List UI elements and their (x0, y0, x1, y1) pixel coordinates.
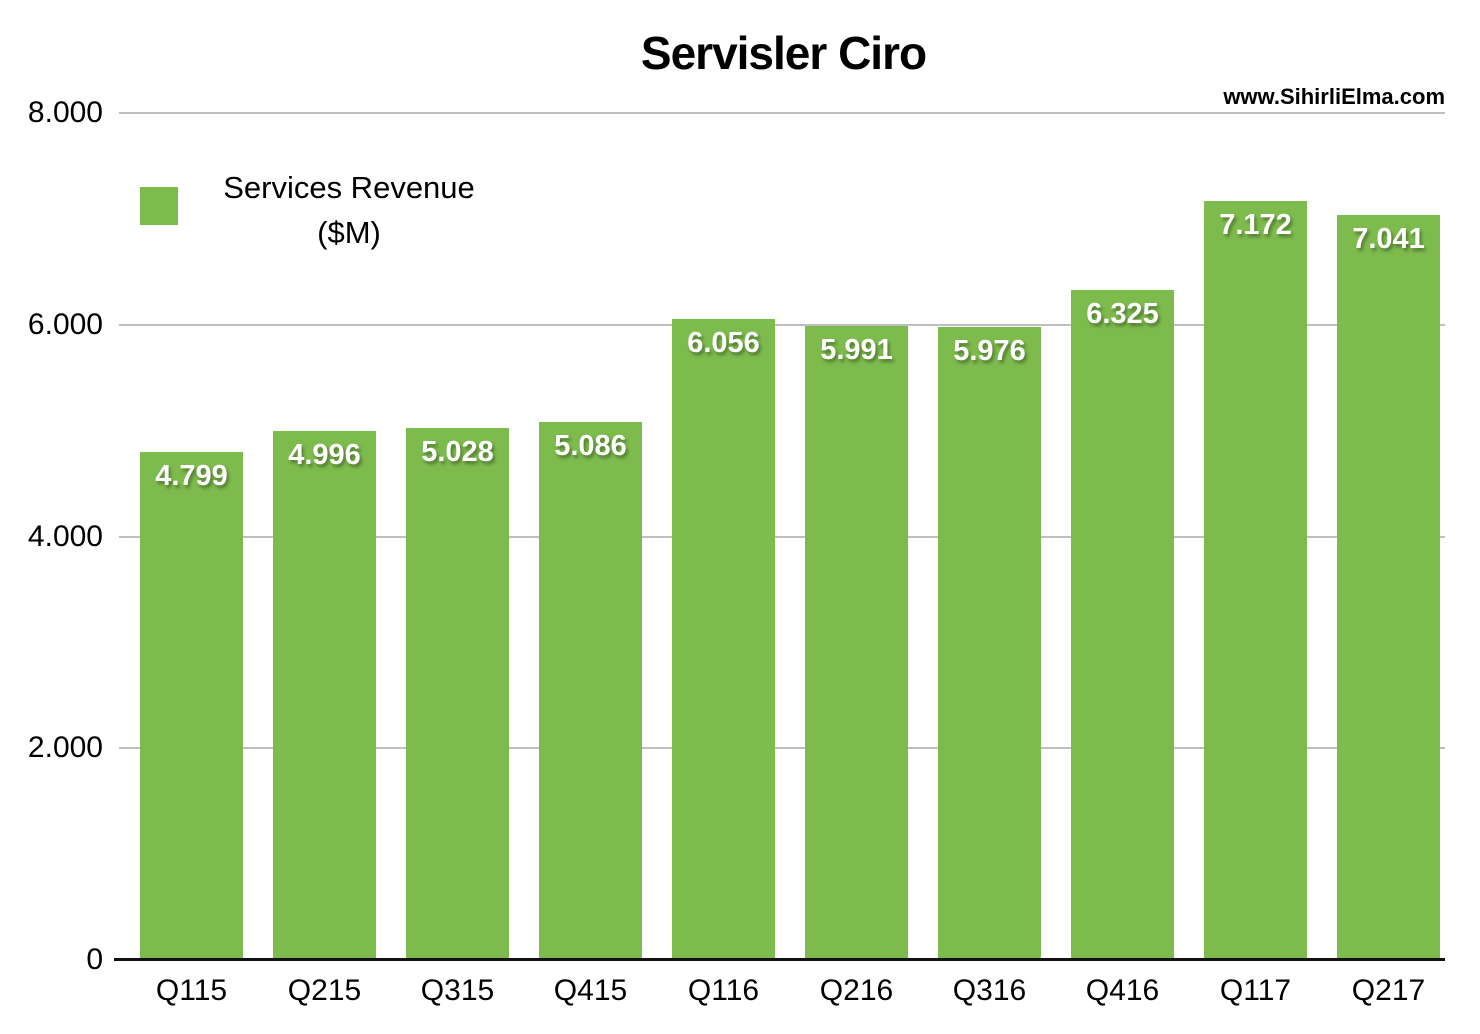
x-tick-label: Q217 (1351, 974, 1426, 1007)
bar-value-label: 4.799 (155, 459, 228, 492)
bar: 5.976 (938, 327, 1041, 960)
bar: 5.086 (539, 421, 642, 960)
legend-swatch-icon (140, 187, 178, 225)
bar: 4.996 (273, 431, 376, 960)
bar-value-label: 5.991 (820, 333, 893, 366)
bar: 7.041 (1337, 214, 1440, 960)
bar: 5.028 (406, 427, 509, 960)
x-tick-label: Q115 (155, 974, 228, 1007)
plot-area: 4.799 4.996 5.028 5.086 6.056 5.991 5.976 6.325… (114, 112, 1445, 961)
bar-value-label: 6.056 (687, 326, 760, 359)
x-tick-label: Q116 (687, 974, 760, 1007)
bar: 6.056 (672, 318, 775, 960)
legend-label: Services Revenue ($M) (203, 165, 495, 255)
y-tick-label: 0 (86, 943, 103, 976)
legend-label-line1: Services Revenue (223, 170, 475, 205)
x-tick-label: Q216 (819, 974, 894, 1007)
y-tick-label: 8.000 (27, 96, 103, 129)
bar-value-label: 4.996 (288, 439, 361, 472)
x-tick-label: Q315 (420, 974, 495, 1007)
bar-value-label: 5.976 (953, 335, 1026, 368)
bar-value-label: 7.041 (1352, 222, 1425, 255)
gridline (119, 747, 1445, 750)
y-tick-label: 6.000 (27, 307, 103, 341)
x-tick-label: Q117 (1219, 974, 1292, 1007)
bar-value-label: 7.172 (1219, 208, 1292, 241)
bar: 7.172 (1204, 200, 1307, 960)
bar: 5.991 (805, 325, 908, 960)
bar: 6.325 (1071, 290, 1174, 960)
gridline (119, 112, 1445, 114)
bar-value-label: 6.325 (1086, 298, 1159, 331)
bar-value-label: 5.028 (421, 435, 494, 468)
bar: 4.799 (140, 451, 243, 960)
x-tick-label: Q316 (952, 974, 1027, 1007)
x-tick-label: Q416 (1085, 974, 1160, 1007)
gridline (119, 535, 1445, 538)
x-tick-label: Q215 (287, 974, 362, 1007)
y-tick-label: 4.000 (27, 519, 103, 553)
x-tick-label: Q415 (553, 974, 628, 1007)
chart-title: Servisler Ciro (640, 27, 927, 79)
legend-label-line2: ($M) (317, 215, 381, 250)
bar-value-label: 5.086 (554, 429, 627, 462)
y-tick-label: 2.000 (27, 731, 103, 765)
gridline (119, 323, 1445, 326)
watermark-text: www.SihirliElma.com (1223, 84, 1445, 109)
x-axis-line (114, 958, 1445, 961)
